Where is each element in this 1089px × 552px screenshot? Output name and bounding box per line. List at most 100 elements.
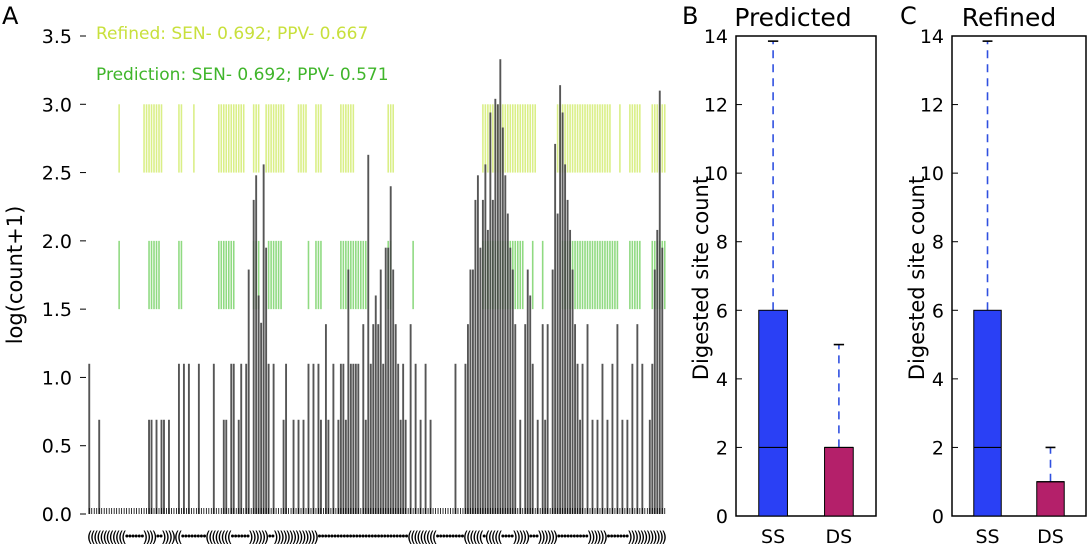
refined-band-0 [118,104,120,173]
refined-band-stripe [521,104,524,173]
struct-dot [575,534,579,538]
bar-pos-116 [377,324,380,514]
refined-band-stripe [352,104,355,173]
ss-box [973,309,1002,517]
struct-bracket: ) [150,528,159,546]
struct-dot [373,534,377,538]
ytick-label: 14 [704,26,728,48]
refined-band-stripe [317,104,320,173]
struct-bracket: ) [514,528,523,546]
refined-band-stripe [150,104,153,173]
ytick-label: 0 [716,506,728,528]
prediction-band-stripe [118,240,120,310]
struct-dot [439,534,443,538]
bar-pos-204 [596,419,599,514]
bar-pos-92 [317,363,320,514]
refined-band-stripe [604,104,606,173]
struct-bracket: ) [523,528,532,546]
bar-pos-68 [257,295,260,514]
a-ytick-label: 2.5 [42,163,72,185]
bar-pos-206 [601,363,604,514]
bar-pos-195 [574,324,577,514]
bar-pos-184 [546,324,549,514]
refined-band-stripe [389,104,392,173]
bar-pos-64 [247,269,250,514]
struct-dot [131,534,135,538]
struct-dot [246,534,250,538]
prediction-band-stripe [639,240,641,310]
refined-band-stripe [594,104,596,173]
refined-band-stripe [230,104,233,173]
refined-band-stripe [482,104,484,173]
refined-band-stripe [227,104,230,173]
struct-bracket: ) [281,528,290,546]
prediction-band-stripe [606,240,609,310]
struct-bracket: ( [119,528,128,546]
refined-band-stripe [596,104,599,173]
refined-band-stripe [155,104,158,173]
ss-box [758,309,788,517]
prediction-band-stripe [148,240,150,310]
bar-pos-202 [591,419,594,514]
struct-dot [389,534,393,538]
ytick-label: 10 [920,163,944,185]
prediction-band-13 [541,240,544,310]
refined-band-stripe [193,104,195,173]
bar-pos-155 [474,199,477,514]
refined-band-stripe [255,104,257,173]
bar-pos-90 [312,363,315,514]
struct-dot [504,534,508,538]
struct-dot [193,534,197,538]
struct-bracket: ) [585,528,594,546]
bar-pos-36 [177,363,180,514]
struct-dot [361,534,365,538]
bar-pos-44 [197,363,200,514]
bar-pos-101 [339,363,342,514]
prediction-band-stripe [516,240,519,310]
ytick-label: 8 [716,232,728,254]
struct-dot [336,534,340,538]
struct-bracket: ) [536,528,545,546]
struct-bracket: ) [250,528,259,546]
struct-dot [560,534,564,538]
refined-band-stripe [315,104,317,173]
struct-dot [579,534,583,538]
bar-pos-71 [265,247,268,514]
bar-pos-135 [424,363,427,514]
prediction-band-stripe [601,240,604,310]
struct-bracket: ( [97,528,106,546]
struct-bracket: ) [287,528,296,546]
refined-band-stripe [237,104,240,173]
refined-band-stripe [601,104,604,173]
refined-band-8 [265,104,285,173]
struct-bracket: ( [408,528,417,546]
struct-dot [203,534,207,538]
prediction-band-stripe [230,240,233,310]
bar-pos-72 [267,363,270,514]
struct-dot [529,534,533,538]
struct-bracket: ) [598,528,607,546]
bar-pos-196 [576,363,579,514]
panel-b: B Predicted Digested site count 0 2 4 6 8 10 1… [682,2,877,548]
struct-bracket: ) [601,528,610,546]
struct-dot [563,534,567,538]
refined-band-stripe [584,104,586,173]
refined-band-stripe [589,104,591,173]
panel-b-letter: B [682,2,698,30]
prediction-band-stripe [611,240,614,310]
struct-dot [181,534,185,538]
struct-dot [454,534,458,538]
bar-pos-173 [519,419,522,514]
struct-dot [342,534,346,538]
prediction-band-stripe [616,240,619,310]
bar-pos-189 [559,85,562,515]
refined-band-stripe [340,104,342,173]
struct-dot [557,534,561,538]
bar-pos-125 [399,419,402,514]
struct-bracket: ) [166,528,175,546]
bar-pos-198 [581,363,584,514]
refined-band-stripe [586,104,589,173]
refined-band-10 [315,104,322,173]
struct-dot [327,534,331,538]
bar-pos-152 [466,324,469,514]
